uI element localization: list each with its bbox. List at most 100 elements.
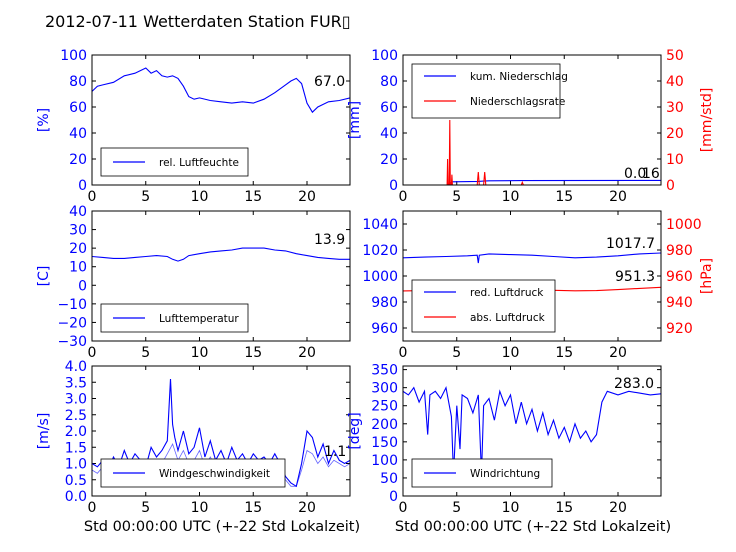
y-tick-label: 300 [371, 381, 398, 397]
y-tick-label: 0.5 [65, 473, 87, 489]
y-axis-label: [mm] [347, 101, 363, 139]
x-tick-label: 0 [399, 345, 408, 361]
xlabel-left: Std 00:00:00 UTC (+-22 Std Lokalzeit) [84, 519, 360, 535]
last-value-label: 13.9 [314, 232, 345, 248]
y2-tick-label: 20 [666, 126, 684, 142]
y2-tick-label: 40 [666, 74, 684, 90]
axes-frame [402, 210, 662, 342]
y-tick-label: 3.0 [65, 392, 87, 408]
y-tick-label: 0.0 [65, 489, 87, 505]
legend-box [411, 279, 556, 333]
axes-frame [91, 210, 351, 342]
y-tick-label: 0 [389, 489, 398, 505]
series-line-precip-1 [403, 119, 661, 185]
y-tick-label: 1.5 [65, 440, 87, 456]
panel-pressure: 0 5 10 15 20 960 980 1000 1020 1040 920 940 960 980 10… [362, 210, 715, 361]
y-tick-label: −20 [57, 315, 87, 331]
y-tick-label: 80 [69, 74, 87, 90]
y-tick-label: 1020 [362, 243, 398, 259]
x-tick-label: 5 [141, 189, 150, 205]
legend-label: red. Luftdruck [470, 287, 544, 299]
xlabel-right: Std 00:00:00 UTC (+-22 Std Lokalzeit) [395, 519, 671, 535]
legend: red. Luftdruck abs. Luftdruck [411, 279, 556, 333]
series-line-temperature-0 [92, 247, 350, 262]
y-tick-label: 1040 [362, 217, 398, 233]
y-tick-label: 4.0 [65, 359, 87, 375]
y-tick-label: 2.0 [65, 424, 87, 440]
y-tick-label: 100 [60, 48, 87, 64]
legend-box [411, 63, 561, 119]
axes-frame [91, 54, 351, 186]
x-tick-label: 10 [191, 345, 209, 361]
panel-humidity: 0 5 10 15 20 0 20 40 60 80 100 [%] rel. Luftfeuchte 6… [36, 48, 351, 205]
y-tick-label: −10 [57, 297, 87, 313]
y-tick-label: 3.5 [65, 375, 87, 391]
y2-tick-label: 50 [666, 48, 684, 64]
y-tick-label: 250 [371, 399, 398, 415]
axes-frame [402, 54, 662, 186]
legend-label: Windrichtung [470, 468, 540, 480]
x-tick-label: 15 [555, 500, 573, 516]
y-tick-label: 2.5 [65, 408, 87, 424]
last-value-label: 1.1 [324, 444, 346, 460]
last-value-label: 1017.7 [606, 236, 655, 252]
y-tick-label: 40 [380, 126, 398, 142]
y2-tick-label: 940 [666, 295, 693, 311]
y-tick-label: 40 [69, 204, 87, 220]
y2-tick-label: 980 [666, 243, 693, 259]
x-tick-label: 20 [609, 500, 627, 516]
x-tick-label: 10 [502, 189, 520, 205]
y-tick-label: 350 [371, 363, 398, 379]
x-tick-label: 5 [452, 345, 461, 361]
x-tick-label: 20 [609, 189, 627, 205]
x-tick-label: 20 [609, 345, 627, 361]
x-tick-label: 0 [399, 500, 408, 516]
x-tick-label: 5 [452, 189, 461, 205]
x-tick-label: 20 [298, 345, 316, 361]
y-tick-label: 30 [69, 223, 87, 239]
legend-label: Niederschlagsrate [470, 96, 565, 108]
y2-axis-label: [mm/std] [699, 88, 715, 153]
panel-precip: 0 5 10 15 20 0 20 40 60 80 100 0 10 20 30 40 50 [mm] [mm/s… [347, 48, 715, 205]
last-value-label-2: 16 [642, 166, 660, 182]
axes-frame [402, 365, 662, 497]
y-tick-label: 20 [380, 152, 398, 168]
y-axis-label: [C] [36, 266, 52, 287]
x-tick-label: 0 [88, 500, 97, 516]
axes-frame [91, 365, 351, 497]
figure-title: 2012-07-11 Wetterdaten Station FUR▯ [45, 12, 351, 31]
y-tick-label: 960 [371, 321, 398, 337]
last-value-label: 283.0 [614, 376, 654, 392]
y-tick-label: 150 [371, 435, 398, 451]
y2-tick-label: 960 [666, 269, 693, 285]
legend-label: kum. Niederschlag [470, 71, 568, 83]
last-value-label: 0.0 [624, 166, 646, 182]
y-tick-label: 20 [69, 152, 87, 168]
x-tick-label: 15 [555, 345, 573, 361]
x-tick-label: 5 [141, 500, 150, 516]
x-tick-label: 15 [244, 345, 262, 361]
legend-label: Windgeschwindigkeit [159, 468, 270, 480]
y-axis-label: [deg] [347, 412, 363, 449]
x-tick-label: 10 [191, 189, 209, 205]
y2-tick-label: 30 [666, 100, 684, 116]
y-axis-label: [m/s] [36, 413, 52, 450]
x-tick-label: 20 [298, 500, 316, 516]
last-value-label-2: 951.3 [615, 269, 655, 285]
x-tick-label: 15 [555, 189, 573, 205]
y-tick-label: 50 [380, 471, 398, 487]
legend-label: rel. Luftfeuchte [159, 157, 239, 169]
y-tick-label: 80 [380, 74, 398, 90]
x-tick-label: 5 [141, 345, 150, 361]
y2-tick-label: 10 [666, 152, 684, 168]
legend: kum. Niederschlag Niederschlagsrate [411, 63, 568, 119]
y-tick-label: 980 [371, 295, 398, 311]
last-value-label: 67.0 [314, 74, 345, 90]
y2-tick-label: 1000 [666, 217, 702, 233]
y-tick-label: 60 [380, 100, 398, 116]
y2-tick-label: 920 [666, 321, 693, 337]
y-tick-label: 40 [69, 126, 87, 142]
y-tick-label: −30 [57, 334, 87, 350]
x-tick-label: 10 [191, 500, 209, 516]
